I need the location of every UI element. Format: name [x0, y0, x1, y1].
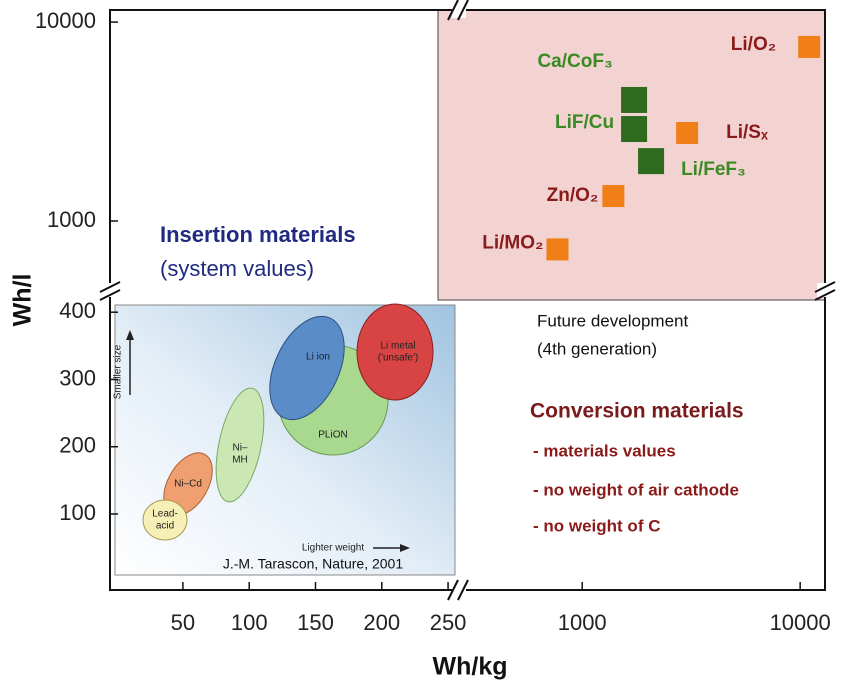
data-label: LiF/Cu [555, 112, 614, 133]
inset-label: Ni–Cd [174, 479, 202, 490]
x-tick-label: 200 [363, 610, 400, 635]
annotation: - no weight of C [533, 516, 660, 535]
data-point [638, 148, 664, 174]
y-tick-label: 300 [59, 365, 96, 390]
data-label: Zn/O₂ [547, 185, 599, 206]
inset-label: acid [156, 521, 174, 532]
data-point [621, 116, 647, 142]
inset-y-arrow: Smaller size [113, 344, 124, 399]
inset: Smaller size Lighter weight J.-M. Tarasc… [113, 304, 455, 575]
annotation: Future development [537, 311, 688, 330]
y-tick-label: 10000 [35, 8, 96, 33]
data-label: Li/MO₂ [482, 232, 543, 253]
inset-x-arrow: Lighter weight [302, 543, 364, 554]
chart: Smaller size Lighter weight J.-M. Tarasc… [0, 0, 844, 686]
inset-label: Ni– [232, 443, 247, 454]
data-point [798, 36, 820, 58]
x-tick-label: 250 [430, 610, 467, 635]
annotation: Conversion materials [530, 400, 744, 423]
data-label: Li/O₂ [731, 34, 776, 55]
inset-label: Lead- [152, 509, 178, 520]
y-axis-title: Wh/l [9, 274, 37, 327]
y-tick-label: 1000 [47, 207, 96, 232]
y-tick-label: 100 [59, 500, 96, 525]
y-tick-label: 400 [59, 298, 96, 323]
x-tick-label: 100 [231, 610, 268, 635]
annotation: (4th generation) [537, 339, 657, 358]
x-tick-label: 150 [297, 610, 334, 635]
inset-label: Li metal [380, 341, 415, 352]
data-point [676, 122, 698, 144]
data-point [546, 238, 568, 260]
inset-label: PLiON [318, 430, 347, 441]
annotation: - no weight of air cathode [533, 480, 739, 499]
inset-label: ('unsafe') [378, 353, 419, 364]
x-tick-label: 10000 [770, 610, 831, 635]
data-label: Ca/CoF₃ [537, 51, 612, 72]
x-tick-label: 50 [171, 610, 195, 635]
annotation: (system values) [160, 256, 314, 281]
data-point [621, 87, 647, 113]
inset-label: MH [232, 455, 248, 466]
data-label: Li/FeF₃ [681, 159, 746, 180]
x-tick-label: 1000 [558, 610, 607, 635]
data-label: Li/Sₓ [726, 122, 768, 143]
annotation: - materials values [533, 441, 676, 460]
inset-label: Li ion [306, 352, 330, 363]
annotation: Insertion materials [160, 222, 356, 247]
x-axis-title: Wh/kg [433, 653, 508, 681]
y-tick-label: 200 [59, 433, 96, 458]
data-point [602, 185, 624, 207]
inset-source: J.-M. Tarascon, Nature, 2001 [223, 556, 403, 572]
